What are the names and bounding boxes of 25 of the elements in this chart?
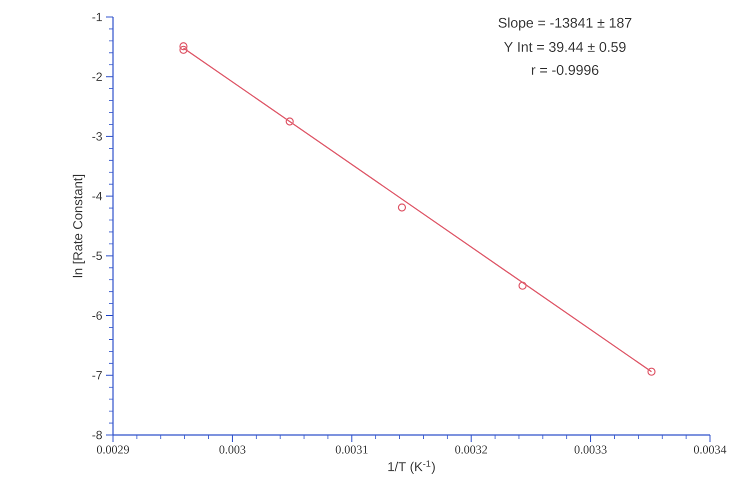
x-tick-label: 0.0029 [96,446,130,454]
y-tick-label: -7 [92,371,102,380]
y-tick-label: -1 [92,12,102,22]
x-tick-label: 0.0032 [455,446,488,454]
y-tick-label: -3 [92,132,102,141]
y-tick-label: -4 [92,192,102,200]
x-tick-label: 0.0033 [574,446,607,454]
x-tick-label: 0.003 [219,446,246,454]
point [179,42,188,50]
y-tick-label: -5 [92,252,102,260]
point [179,46,188,54]
annotation: Slope = -13841 ± 187 [498,17,632,31]
annotation: r = -0.9996 [532,65,598,75]
y-axis-title: ln [Rate Constant] [72,174,85,278]
point [286,117,294,126]
y-tick-label: -8 [92,430,102,440]
point [398,203,406,212]
y-tick-label: -6 [92,311,102,320]
point [518,282,527,290]
x-tick-label: 0.0034 [694,446,726,454]
point [647,368,656,376]
x-axis-title: 1/T (K$^{-1}$) [388,460,435,474]
x-tick-label: 0.0031 [336,446,368,454]
y-tick-label: -2 [92,72,102,81]
annotation: Y Int = 39.44 ± 0.59 [504,42,626,52]
